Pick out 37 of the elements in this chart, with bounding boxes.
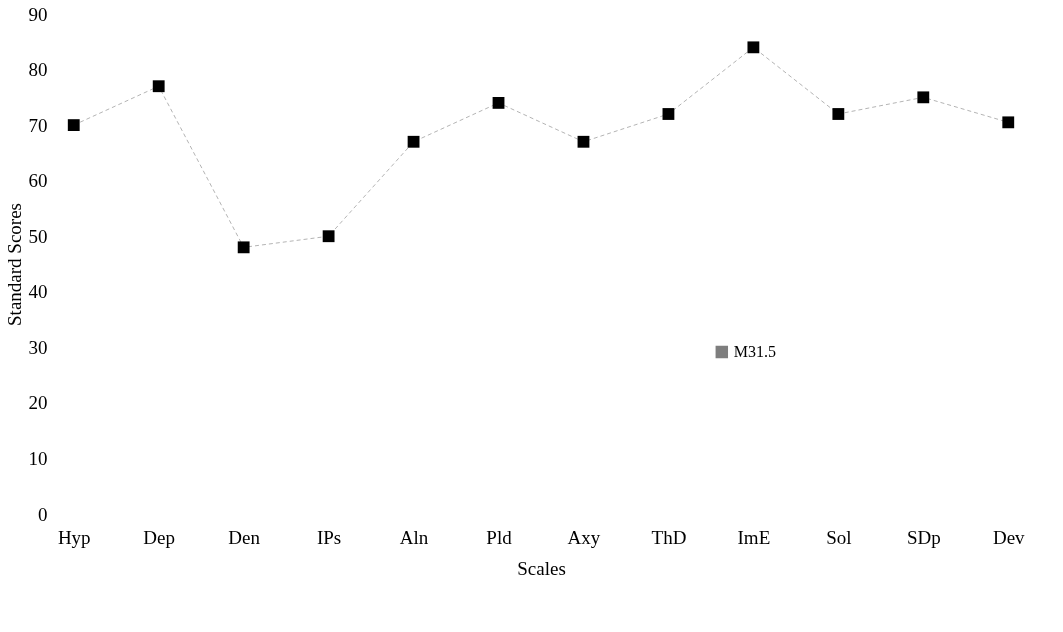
y-tick-label: 30 — [28, 336, 48, 358]
y-tick-label: 0 — [38, 503, 48, 525]
point — [832, 108, 845, 120]
point — [67, 119, 80, 132]
x-tick-label: IPs — [316, 526, 342, 548]
x-tick-label: Dep — [143, 526, 176, 548]
x-axis-title: Scales — [517, 557, 566, 579]
x-tick-label: Axy — [567, 526, 601, 548]
x-tick-label: Hyp — [57, 526, 91, 548]
y-axis-title: Standard Scores — [3, 203, 25, 326]
point — [322, 230, 335, 243]
y-tick-label: 90 — [28, 3, 48, 25]
point — [492, 96, 505, 109]
x-tick-label: Aln — [399, 526, 429, 548]
x-tick-label: ImE — [737, 526, 771, 548]
y-tick-label: 60 — [28, 170, 48, 192]
y-tick-label: 70 — [28, 114, 48, 136]
legend-label: M31.5 — [733, 343, 777, 360]
point — [917, 91, 930, 104]
x-tick-label: Den — [228, 526, 261, 548]
x-tick-label: Pld — [486, 526, 513, 548]
x-tick-label: SDp — [906, 526, 941, 548]
point — [747, 41, 760, 54]
point — [237, 241, 250, 254]
y-tick-label: 40 — [28, 281, 48, 303]
x-tick-label: Sol — [826, 526, 852, 548]
y-tick-label: 10 — [28, 447, 48, 469]
y-tick-label: 80 — [28, 59, 48, 81]
point — [407, 135, 420, 148]
point — [1002, 116, 1015, 129]
point — [662, 108, 675, 120]
point — [577, 135, 590, 148]
point — [152, 80, 165, 93]
y-tick-label: 50 — [28, 225, 48, 247]
y-tick-label: 20 — [28, 392, 48, 414]
x-tick-label: Dev — [992, 526, 1026, 548]
x-tick-label: ThD — [651, 526, 687, 548]
